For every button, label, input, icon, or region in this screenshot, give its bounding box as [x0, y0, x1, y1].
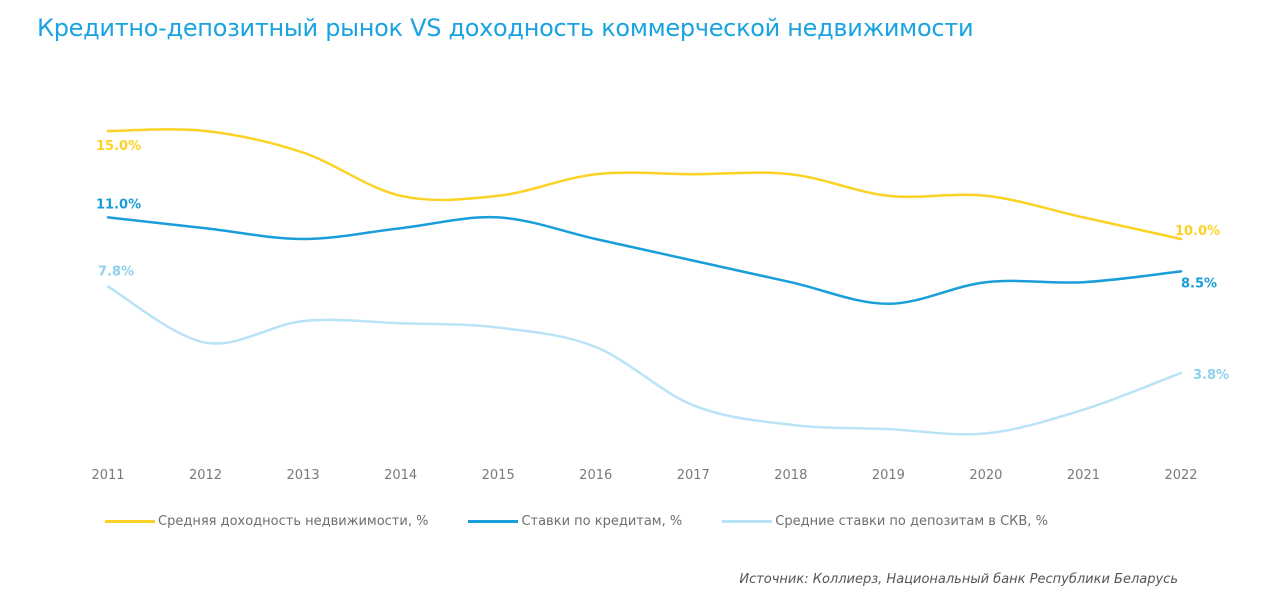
x-tick-label: 2022 [1164, 468, 1197, 483]
series-real-estate-yield: 15.0% 10.0% [96, 128, 1220, 241]
series-line [106, 128, 1183, 241]
x-tick-label: 2014 [384, 468, 417, 483]
legend-label: Средняя доходность недвижимости, % [158, 514, 429, 529]
x-tick-label: 2016 [579, 468, 612, 483]
legend-swatch-blue [468, 520, 519, 523]
series-deposit-rates: 7.8% 3.8% [98, 265, 1229, 436]
x-tick-label: 2020 [969, 468, 1002, 483]
series-loan-rates: 11.0% 8.5% [96, 197, 1217, 306]
data-label-start: 11.0% [96, 197, 141, 212]
legend-item-real-estate-yield: Средняя доходность недвижимости, % [105, 514, 428, 529]
series-line [106, 285, 1183, 436]
data-label-end: 10.0% [1175, 224, 1220, 239]
series-line [106, 215, 1183, 306]
x-tick-label: 2013 [287, 468, 320, 483]
x-tick-label: 2012 [189, 468, 222, 483]
x-tick-label: 2018 [774, 468, 807, 483]
data-label-end: 3.8% [1193, 368, 1229, 383]
chart-title: Кредитно-депозитный рынок VS доходность … [37, 14, 974, 42]
legend-swatch-light-blue [722, 520, 773, 523]
source-note: Источник: Коллиерз, Национальный банк Ре… [739, 572, 1178, 587]
x-tick-label: 2017 [677, 468, 710, 483]
legend-label: Средние ставки по депозитам в СКВ, % [775, 514, 1048, 529]
legend-swatch-yellow [105, 520, 155, 523]
data-label-start: 15.0% [96, 139, 141, 154]
legend-item-loan-rates: Ставки по кредитам, % [468, 514, 682, 529]
x-tick-label: 2015 [482, 468, 515, 483]
chart-legend: Средняя доходность недвижимости, % Ставк… [105, 514, 1088, 529]
legend-item-deposit-rates: Средние ставки по депозитам в СКВ, % [722, 514, 1048, 529]
legend-label: Ставки по кредитам, % [521, 514, 683, 529]
x-tick-label: 2021 [1067, 468, 1100, 483]
x-tick-label: 2019 [872, 468, 905, 483]
data-label-start: 7.8% [98, 265, 134, 280]
data-label-end: 8.5% [1181, 276, 1217, 291]
x-tick-label: 2011 [91, 468, 124, 483]
